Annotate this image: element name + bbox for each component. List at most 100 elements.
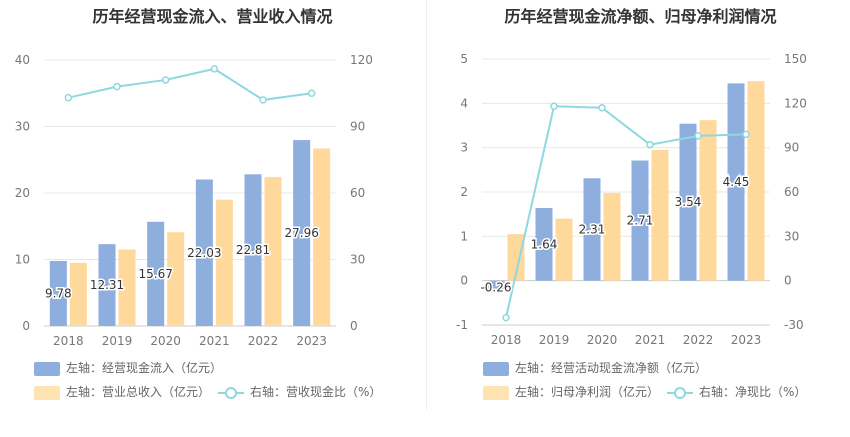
legend-line-marker-icon [218,386,244,400]
legend-label: 右轴：净现比（%） [699,385,807,399]
bar-secondary [313,148,331,326]
y-tick-label: 20 [15,186,30,200]
y2-tick-label: 0 [784,274,792,288]
y-tick-label: 4 [460,96,468,110]
bar-primary [487,280,505,293]
y2-tick-label: 90 [784,141,799,155]
bar-primary [49,260,67,326]
chart-1-legend-item-revenue[interactable]: 左轴：营业总收入（亿元） [34,383,210,400]
y-tick-label: 10 [15,253,30,267]
y-tick-label: 3 [460,141,468,155]
x-tick-label: 2021 [199,334,230,348]
bar-secondary [699,120,717,281]
data-label: 4.45 [723,175,750,189]
bar-secondary [118,249,136,326]
ratio-point [550,102,558,111]
ratio-point [64,93,73,102]
bar-secondary [747,81,765,281]
x-tick-label: 2020 [587,333,618,347]
ratio-line [505,105,747,318]
data-label: 3.54 [675,195,702,209]
data-label: 22.81 [236,243,270,257]
y-tick-label: 40 [15,53,30,67]
data-label: 22.03 [187,246,221,260]
x-tick-label: 2021 [635,333,666,347]
ratio-point [502,313,510,322]
legend-label: 左轴：归母净利润（亿元） [515,385,660,399]
data-label: 12.31 [90,278,124,292]
chart-1-legend-item-cash-inflow[interactable]: 左轴：经营现金流入（亿元） [34,359,222,376]
chart-2-legend-item-ratio[interactable]: 右轴：净现比（%） [667,383,806,400]
data-label: 27.96 [284,226,318,240]
data-label: 2.31 [579,222,606,236]
data-label: 9.78 [45,286,72,300]
chart-2-legend-item-net-cash[interactable]: 左轴：经营活动现金流净额（亿元） [483,359,707,376]
chart-1-title: 历年经营现金流入、营业收入情况 [92,7,333,26]
legend-label: 左轴：营业总收入（亿元） [66,385,211,399]
y2-tick-label: 60 [350,186,365,200]
bar-secondary [167,232,185,326]
y2-tick-label: 120 [784,96,807,110]
bar-primary [98,244,116,326]
bar-secondary [69,262,87,326]
ratio-point [113,82,121,91]
y-tick-label: 2 [460,185,468,199]
y-tick-label: 30 [15,120,30,134]
chart-1-legend-item-ratio[interactable]: 右轴：营收现金比（%） [218,383,381,400]
chart-2-plot: -1 0 1 2 3 4 5 -30 0 30 60 90 120 150 2018 2019 2020 2021… [456,52,807,347]
bar-primary [195,179,213,326]
y2-tick-label: 0 [350,319,358,333]
legend-label: 左轴：经营现金流入（亿元） [66,361,223,375]
data-label: -0.26 [480,281,511,295]
y-tick-label: 1 [460,229,468,243]
x-tick-label: 2022 [683,333,714,347]
data-label: 2.71 [627,214,654,228]
x-tick-label: 2022 [248,334,279,348]
y2-tick-label: 30 [784,229,799,243]
y-tick-label: 5 [460,52,468,66]
x-tick-label: 2019 [539,333,570,347]
ratio-point [598,104,606,112]
ratio-point [259,96,267,104]
ratio-point [307,89,316,97]
bar-primary [293,140,311,326]
chart-1-plot: 0 10 20 30 40 0 30 60 90 120 2018 2019 2020 2021 2022 2… [15,53,373,348]
legend-swatch [483,361,509,376]
bar-secondary [651,149,669,281]
data-label: 1.64 [531,237,558,251]
bar-primary [244,174,262,326]
chart-2-legend-item-net-profit[interactable]: 左轴：归母净利润（亿元） [483,383,659,400]
bar-primary [583,178,601,281]
legend-swatch [34,361,60,376]
y-tick-label: 0 [460,274,468,288]
legend-swatch [34,385,60,400]
legend-label: 左轴：经营活动现金流净额（亿元） [515,361,708,375]
x-tick-label: 2018 [491,333,522,347]
ratio-point [161,76,170,84]
bar-secondary [507,234,525,281]
y2-tick-label: 90 [350,120,365,134]
legend-line-marker-icon [667,386,693,400]
legend-swatch [483,385,509,400]
bar-secondary [603,192,621,281]
x-tick-label: 2019 [102,334,133,348]
ratio-line [68,67,312,101]
y2-tick-label: 60 [784,185,799,199]
ratio-point [694,132,702,140]
panel-divider [426,0,427,410]
legend-label: 右轴：营收现金比（%） [250,385,382,399]
y2-tick-label: 120 [350,53,373,67]
ratio-point [210,65,219,73]
bar-primary [535,207,553,281]
bar-primary [679,123,697,281]
y-tick-label: 0 [22,319,30,333]
y2-tick-label: -30 [784,318,804,332]
y2-tick-label: 30 [350,253,365,267]
y2-tick-label: 150 [784,52,807,66]
ratio-point [646,140,654,149]
bar-secondary [264,177,282,326]
x-tick-label: 2023 [731,333,762,347]
x-tick-label: 2018 [53,334,84,348]
y-tick-label: -1 [456,318,468,332]
